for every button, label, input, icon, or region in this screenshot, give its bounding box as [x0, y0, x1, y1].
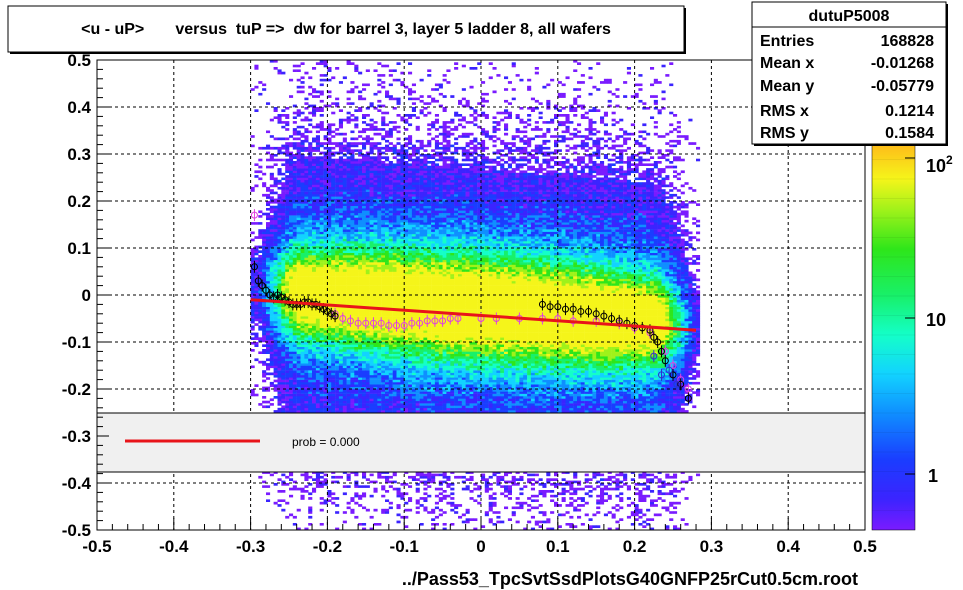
black-profile-point: [250, 263, 258, 271]
black-profile-point: [266, 291, 274, 299]
black-profile-point: [561, 305, 569, 313]
magenta-profile-point: [669, 362, 677, 369]
black-profile-point: [600, 312, 608, 320]
magenta-profile-point: [369, 319, 377, 327]
stats-label: RMS x: [760, 103, 809, 120]
y-tick-label: -0.5: [62, 521, 91, 540]
y-tick-label: 0.4: [67, 98, 91, 117]
legend: prob = 0.000: [96, 412, 866, 473]
y-tick-label: -0.4: [62, 474, 92, 493]
colorbar-label-100-exp: 2: [946, 153, 953, 167]
black-profile-point: [592, 310, 600, 318]
magenta-profile-point: [684, 385, 692, 393]
magenta-profile-point: [250, 211, 258, 219]
black-profile-point: [554, 303, 562, 311]
x-axis-label: ../Pass53_TpcSvtSsdPlotsG40GNFP25rCut0.5…: [402, 569, 858, 589]
blue-profile-point: [650, 352, 658, 360]
stats-name: dutuP5008: [809, 8, 890, 25]
black-profile-point: [569, 305, 577, 313]
color-bar: 1 10 102: [871, 139, 953, 531]
stats-value: 0.1214: [885, 103, 934, 120]
black-profile-point: [273, 291, 281, 299]
black-profile-point: [327, 310, 335, 318]
stats-value: -0.05779: [871, 78, 934, 95]
black-profile-point: [585, 307, 593, 315]
black-profile-point: [684, 394, 692, 402]
stats-value: 0.1584: [885, 125, 934, 142]
magenta-profile-point: [416, 319, 424, 327]
magenta-profile-point: [446, 315, 454, 322]
magenta-profile-point: [354, 319, 362, 327]
colorbar-label-10: 10: [926, 310, 946, 330]
x-tick-label: -0.2: [313, 537, 342, 556]
black-profile-point: [677, 380, 685, 388]
x-tick-label: -0.5: [82, 537, 111, 556]
black-profile-point: [650, 333, 658, 341]
profile-markers: [250, 209, 692, 405]
black-profile-point: [608, 315, 616, 322]
magenta-profile-point: [439, 317, 447, 325]
magenta-profile-point: [346, 317, 354, 325]
x-tick-label: -0.1: [390, 537, 419, 556]
y-tick-label: -0.1: [62, 333, 91, 352]
x-tick-label: 0.2: [623, 537, 647, 556]
x-tick-label: 0.4: [776, 537, 800, 556]
black-profile-point: [254, 277, 262, 285]
x-tick-label: -0.3: [236, 537, 265, 556]
fit-line: [250, 298, 697, 332]
black-profile-point: [661, 357, 669, 365]
magenta-profile-point: [400, 322, 408, 330]
magenta-profile-point: [423, 317, 431, 325]
black-profile-point: [262, 286, 270, 294]
magenta-profile-point: [661, 347, 669, 355]
colorbar-label-100-base: 10: [926, 156, 946, 176]
black-profile-point: [546, 303, 554, 311]
blue-profile-point: [665, 366, 673, 374]
x-tick-label: 0: [476, 537, 485, 556]
stats-label: Mean y: [760, 78, 814, 95]
blue-profile-point: [673, 380, 681, 388]
y-tick-label: 0: [82, 286, 91, 305]
magenta-profile-point: [408, 319, 416, 327]
black-profile-point: [538, 300, 546, 308]
legend-label-fit: prob = 0.000: [292, 435, 360, 449]
stats-box: dutuP5008 Entries 168828 Mean x -0.01268 Mea…: [751, 1, 948, 146]
black-profile-point: [323, 307, 331, 315]
blue-profile-point: [657, 371, 665, 379]
stats-value: -0.01268: [871, 55, 934, 72]
black-profile-point: [654, 338, 662, 346]
axes: -0.5 -0.4 -0.3 -0.2 -0.1 0 0.1 0.2 0.3 0.4 0.5 -0.5…: [62, 51, 877, 556]
magenta-profile-point: [431, 317, 439, 325]
black-profile-point: [331, 312, 339, 320]
x-tick-label: 0.5: [853, 537, 877, 556]
chart-title: <u - uP> versus tuP => dw for barrel 3, …: [81, 21, 611, 38]
magenta-profile-point: [385, 322, 393, 330]
black-profile-point: [577, 307, 585, 315]
stats-value: 168828: [881, 33, 934, 50]
magenta-profile-point: [377, 319, 385, 327]
y-tick-label: 0.1: [67, 239, 91, 258]
stats-label: Entries: [760, 33, 814, 50]
magenta-profile-point: [454, 315, 462, 322]
magenta-profile-point: [393, 322, 401, 330]
x-tick-label: -0.4: [159, 537, 189, 556]
y-tick-label: -0.2: [62, 380, 91, 399]
title-box: <u - uP> versus tuP => dw for barrel 3, …: [7, 5, 686, 54]
y-tick-label: 0.3: [67, 145, 91, 164]
black-profile-point: [669, 371, 677, 379]
magenta-profile-point: [362, 319, 370, 327]
colorbar-label-100: 102: [926, 153, 953, 176]
stats-label: RMS y: [760, 125, 809, 142]
x-tick-label: 0.3: [700, 537, 724, 556]
stats-label: Mean x: [760, 55, 814, 72]
y-tick-label: 0.5: [67, 51, 91, 70]
black-profile-point: [258, 282, 266, 290]
y-tick-label: 0.2: [67, 192, 91, 211]
magenta-profile-point: [339, 315, 347, 322]
y-tick-label: -0.3: [62, 427, 91, 446]
black-profile-point: [657, 347, 665, 355]
x-tick-label: 0.1: [546, 537, 570, 556]
colorbar-label-1: 1: [928, 466, 938, 486]
